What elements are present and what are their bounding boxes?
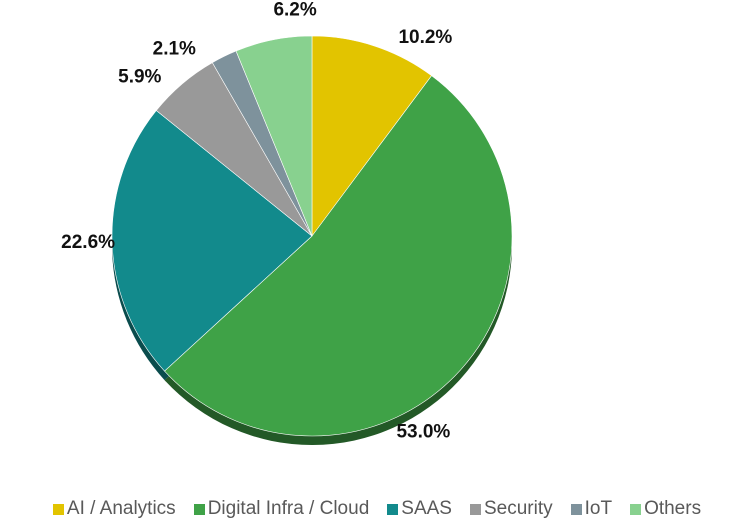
- data-label-others: 6.2%: [273, 0, 316, 21]
- data-label-ai-analytics: 10.2%: [398, 27, 452, 48]
- pie-slice-ai-analytics: [311, 35, 432, 237]
- data-labels: 10.2% 53.0% 22.6% 5.9% 2.1% 6.2%: [61, 0, 452, 443]
- legend-item-iot: IoT: [570, 498, 613, 520]
- legend-label: AI / Analytics: [66, 498, 176, 519]
- legend-swatch: [469, 503, 481, 515]
- pie-slice-saas: [111, 110, 313, 372]
- legend-swatch: [193, 503, 205, 515]
- legend-item-ai-analytics: AI / Analytics: [52, 498, 176, 520]
- legend-swatch: [570, 503, 582, 515]
- pie-chart-canvas: 10.2% 53.0% 22.6% 5.9% 2.1% 6.2%: [61, 0, 513, 446]
- legend-swatch: [52, 503, 64, 515]
- pie-slices: [111, 35, 513, 437]
- legend: AI / Analytics Digital Infra / Cloud SAAS S…: [0, 496, 754, 522]
- legend-item-saas: SAAS: [387, 498, 452, 520]
- legend-label: Others: [644, 498, 702, 519]
- pie-slice-digital-infra-cloud: [164, 75, 513, 437]
- legend-item-others: Others: [630, 498, 701, 520]
- legend-item-digital-infra-cloud: Digital Infra / Cloud: [193, 498, 370, 520]
- legend-item-security: Security: [469, 498, 553, 520]
- data-label-digital-infra-cloud: 53.0%: [396, 422, 450, 443]
- data-label-iot: 2.1%: [153, 38, 196, 59]
- data-label-saas: 22.6%: [61, 232, 115, 253]
- legend-label: SAAS: [401, 498, 452, 519]
- legend-swatch: [630, 503, 642, 515]
- data-label-security: 5.9%: [118, 67, 161, 88]
- legend-label: Security: [483, 498, 553, 519]
- legend-label: Digital Infra / Cloud: [207, 498, 370, 519]
- pie-slice-others: [235, 35, 313, 237]
- legend-swatch: [387, 503, 399, 515]
- legend-label: IoT: [584, 498, 613, 519]
